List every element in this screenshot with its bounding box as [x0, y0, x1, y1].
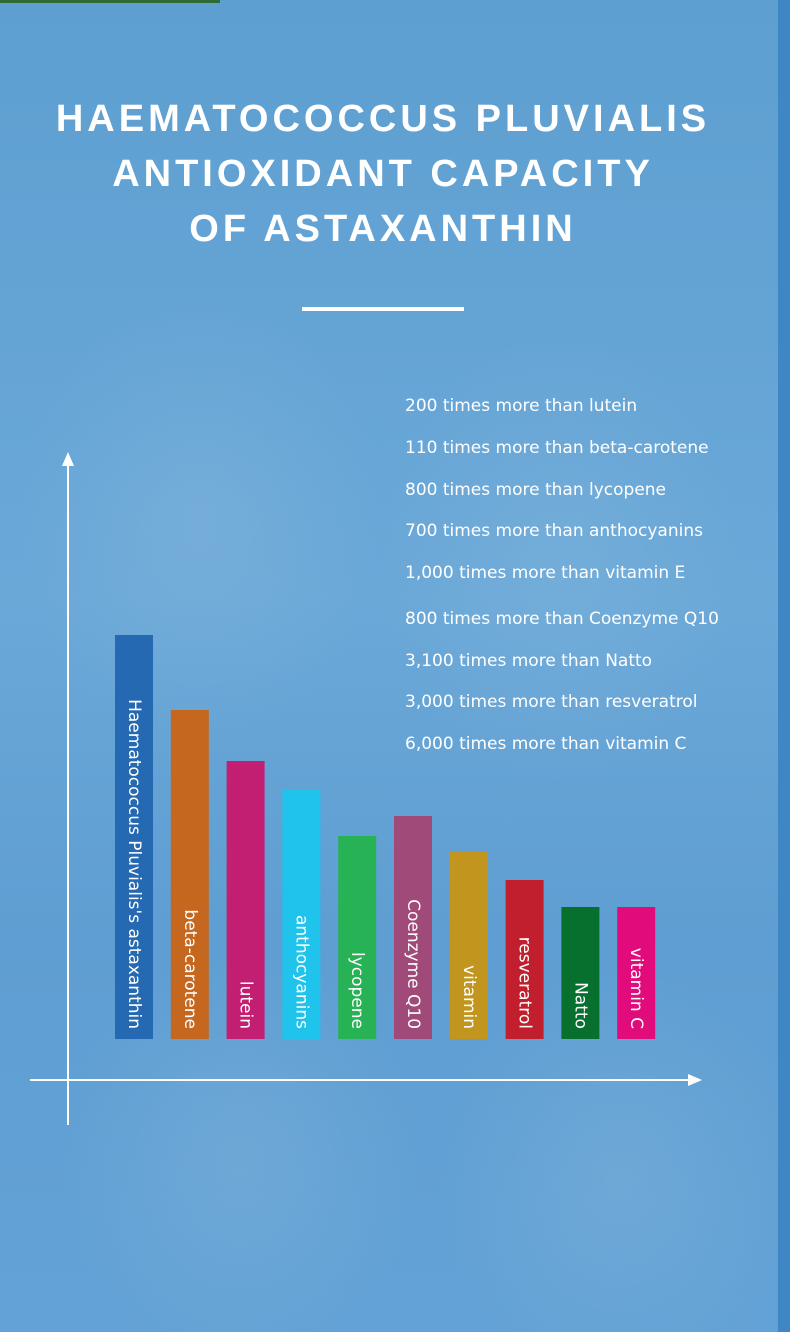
y-axis-arrow-icon	[62, 452, 74, 466]
bar-vitamin-c	[617, 907, 656, 1039]
top-accent-line	[0, 0, 220, 3]
bar-label: beta-carotene	[180, 909, 200, 1029]
title-line-3: OF ASTAXANTHIN	[189, 208, 577, 250]
bar-label: vitamin C	[626, 948, 646, 1029]
bar-label: lutein	[236, 981, 256, 1029]
bar-anthocyanins	[282, 790, 321, 1039]
bar-beta-carotene	[170, 710, 209, 1039]
bar-label: lycopene	[347, 952, 367, 1029]
bar-label: resveratrol	[515, 937, 535, 1029]
bar-lutein	[226, 761, 265, 1039]
bar-label: vitamin	[459, 965, 479, 1029]
fact-item: 700 times more than anthocyanins	[405, 521, 703, 541]
fact-item: 3,000 times more than resveratrol	[405, 692, 698, 712]
y-axis	[62, 452, 74, 1125]
fact-item: 6,000 times more than vitamin C	[405, 734, 687, 754]
x-axis	[30, 1074, 702, 1086]
fact-item: 1,000 times more than vitamin E	[405, 563, 686, 583]
right-edge-strip	[778, 0, 790, 1332]
bar-label: Natto	[570, 982, 590, 1029]
bars-group: Haematococcus Pluvialis's astaxanthin bet…	[115, 635, 656, 1039]
bar-label: Coenzyme Q10	[403, 899, 423, 1029]
page-title: HAEMATOCOCCUS PLUVIALIS ANTIOXIDANT CAPA…	[0, 92, 766, 257]
bar-vitamin	[449, 851, 488, 1039]
bar-lycopene	[338, 836, 377, 1039]
bar-natto	[561, 907, 600, 1039]
x-axis-arrow-icon	[688, 1074, 702, 1086]
title-line-1: HAEMATOCOCCUS PLUVIALIS	[55, 98, 711, 140]
bar-coenzyme-q10	[394, 816, 432, 1039]
fact-item: 800 times more than Coenzyme Q10	[405, 609, 719, 629]
bar-label: Haematococcus Pluvialis's astaxanthin	[124, 699, 144, 1029]
bar-resveratrol	[505, 880, 544, 1039]
fact-item: 200 times more than lutein	[405, 396, 638, 416]
title-line-2: ANTIOXIDANT CAPACITY	[112, 153, 654, 195]
fact-item: 800 times more than lycopene	[405, 480, 667, 500]
fact-item: 110 times more than beta-carotene	[405, 438, 709, 458]
fact-item: 3,100 times more than Natto	[405, 651, 653, 671]
title-divider	[302, 307, 464, 311]
bar-haematococcus-pluvialis-s-astaxanthin	[115, 635, 153, 1039]
bar-label: anthocyanins	[291, 915, 311, 1029]
